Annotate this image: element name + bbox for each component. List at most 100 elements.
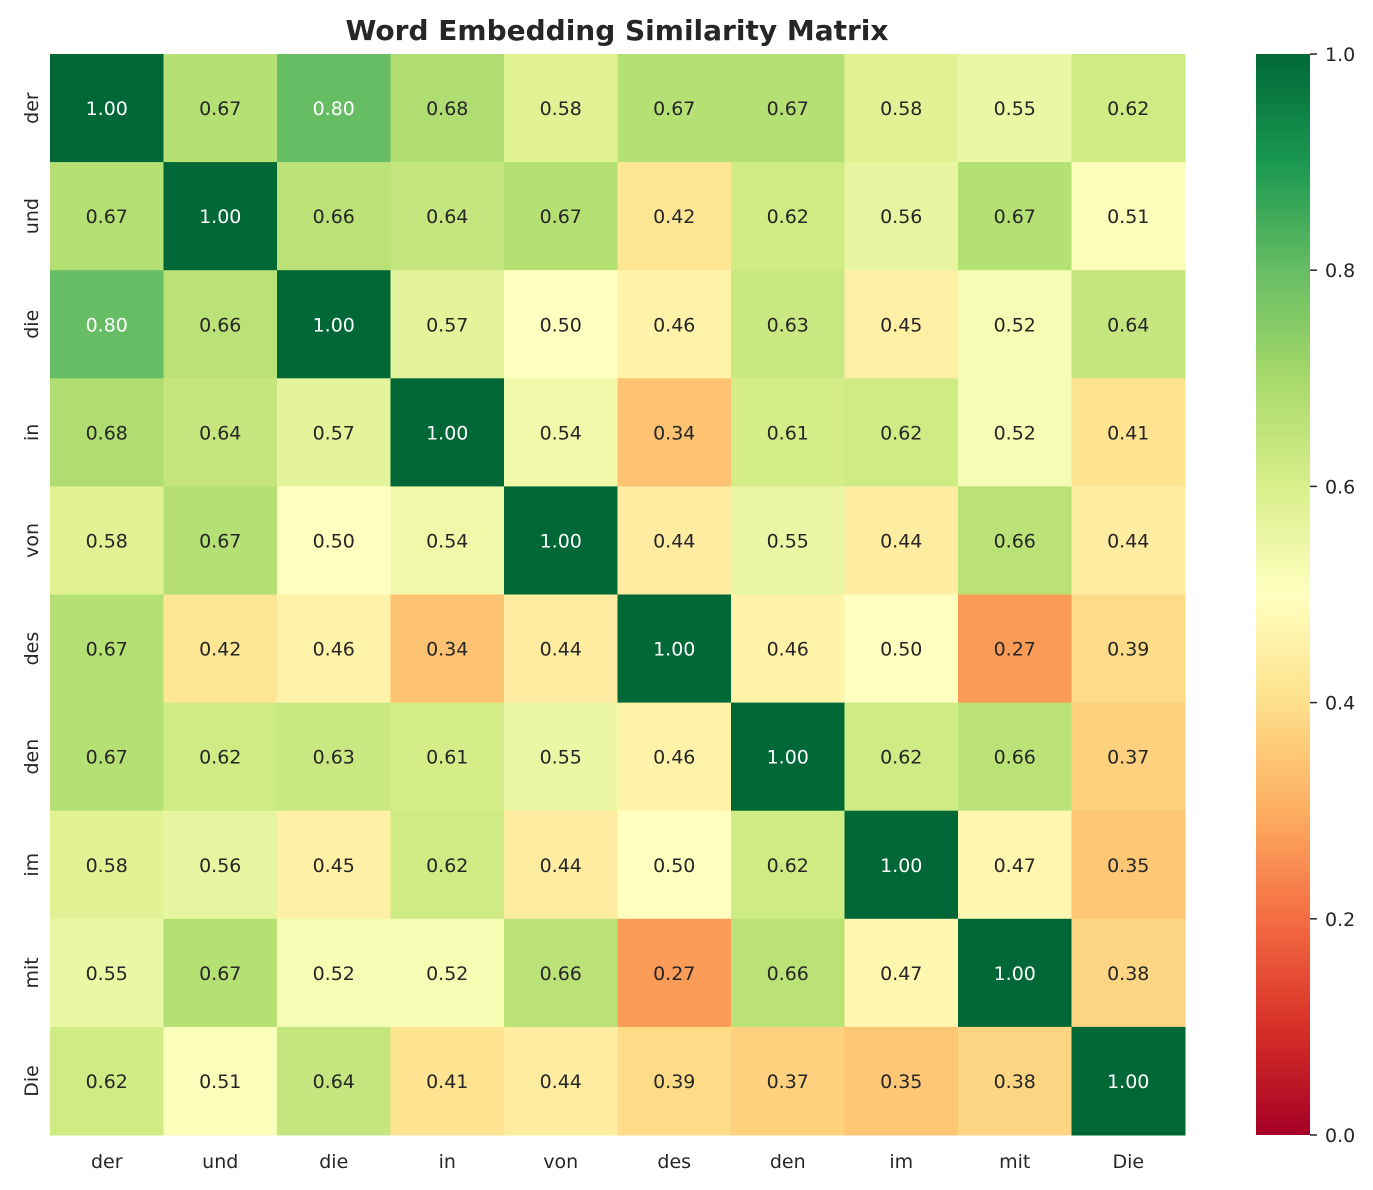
x-tick-label: den	[770, 1151, 806, 1173]
colorbar	[1256, 54, 1310, 1135]
cell-annotation: 0.61	[426, 747, 468, 769]
heatmap-cell	[617, 162, 732, 271]
heatmap-cell	[390, 702, 505, 812]
cell-annotation: 0.39	[653, 1071, 695, 1093]
cell-annotation: 1.00	[1107, 1071, 1149, 1093]
cell-annotation: 1.00	[767, 747, 809, 769]
heatmap-cell	[617, 702, 732, 812]
heatmap-cell	[958, 54, 1072, 163]
cell-annotation: 0.34	[426, 639, 468, 661]
cell-annotation: 0.44	[653, 530, 695, 552]
x-tick-labels: der und die in von des den im mit Die	[91, 1151, 1144, 1173]
cell-annotation: 0.46	[653, 747, 695, 769]
heatmap-cell	[844, 702, 959, 812]
cell-annotation: 1.00	[199, 206, 241, 228]
heatmap-cell	[390, 270, 505, 379]
heatmap-cell	[958, 162, 1072, 271]
heatmap-cell	[390, 486, 505, 595]
heatmap-cell	[163, 486, 278, 595]
cell-annotation: 0.64	[1107, 314, 1149, 336]
cell-annotation: 0.47	[880, 963, 922, 985]
cell-annotation: 0.52	[313, 963, 355, 985]
cell-annotation: 0.39	[1107, 639, 1149, 661]
heatmap-cell	[163, 918, 278, 1028]
x-tick-label: von	[543, 1151, 578, 1173]
cell-annotation: 0.35	[1107, 855, 1149, 877]
cell-annotation: 0.50	[313, 530, 355, 552]
cell-annotation: 1.00	[653, 639, 695, 661]
heatmap-cell	[731, 54, 845, 163]
cell-annotation: 0.68	[86, 422, 128, 444]
heatmap-cell	[617, 810, 732, 920]
cell-annotation: 0.63	[313, 747, 355, 769]
colorbar-tick-label: 0.2	[1325, 909, 1355, 931]
heatmap-cell	[617, 378, 732, 487]
cell-annotation: 0.35	[880, 1071, 922, 1093]
heatmap-cell	[163, 702, 278, 812]
heatmap-cell	[163, 162, 278, 271]
x-tick-label: mit	[999, 1151, 1030, 1173]
heatmap-cell	[958, 810, 1072, 920]
heatmap-cell	[504, 702, 618, 812]
cell-annotation: 0.58	[86, 855, 128, 877]
heatmap-cell	[277, 486, 391, 595]
cell-annotation: 0.67	[199, 98, 241, 120]
cell-annotation: 0.67	[86, 747, 128, 769]
heatmap-cell	[277, 378, 391, 487]
heatmap-cell	[50, 486, 164, 595]
cell-annotation: 0.52	[426, 963, 468, 985]
cell-annotation: 0.62	[199, 747, 241, 769]
heatmap-cell	[731, 486, 845, 595]
cell-annotation: 0.38	[1107, 963, 1149, 985]
cell-annotation: 0.46	[313, 639, 355, 661]
heatmap-cell	[163, 270, 278, 379]
x-tick-label: in	[439, 1151, 456, 1173]
heatmap-cell	[844, 594, 959, 704]
x-tick-label: des	[657, 1151, 691, 1173]
cell-annotation: 0.57	[426, 314, 468, 336]
heatmap-cell	[390, 918, 505, 1028]
cell-annotation: 0.62	[426, 855, 468, 877]
heatmap-cell	[277, 162, 391, 271]
cell-annotation: 0.45	[880, 314, 922, 336]
heatmap-cell	[1071, 270, 1186, 379]
heatmap-cell	[50, 918, 164, 1028]
heatmap-cell	[617, 270, 732, 379]
cell-annotation: 0.66	[313, 206, 355, 228]
cell-annotation: 0.44	[540, 855, 582, 877]
cell-annotation: 0.37	[767, 1071, 809, 1093]
heatmap-cell	[50, 54, 164, 163]
y-tick-label: im	[21, 853, 43, 877]
heatmap-cell	[163, 594, 278, 704]
cell-annotation: 0.68	[426, 98, 468, 120]
heatmap-cell	[731, 810, 845, 920]
cell-annotation: 0.27	[994, 639, 1036, 661]
x-tick-label: im	[889, 1151, 913, 1173]
heatmap-cell	[277, 54, 391, 163]
heatmap-cell	[504, 594, 618, 704]
heatmap-cell	[50, 378, 164, 487]
cell-annotation: 0.51	[1107, 206, 1149, 228]
heatmap-cell	[390, 594, 505, 704]
cell-annotation: 0.45	[313, 855, 355, 877]
cell-annotation: 0.67	[767, 98, 809, 120]
y-tick-label: in	[21, 424, 43, 441]
cell-annotation: 0.55	[767, 530, 809, 552]
cell-annotation: 0.67	[199, 963, 241, 985]
cell-annotation: 0.50	[880, 639, 922, 661]
y-tick-label: der	[21, 92, 43, 124]
x-tick-label: und	[202, 1151, 238, 1173]
cell-annotation: 0.44	[1107, 530, 1149, 552]
heatmap-cell	[277, 918, 391, 1028]
cell-annotation: 0.67	[86, 206, 128, 228]
cell-annotation: 0.52	[994, 422, 1036, 444]
heatmap-cell	[504, 54, 618, 163]
heatmap-cell	[504, 162, 618, 271]
heatmap-cell	[1071, 594, 1186, 704]
heatmap-cell	[958, 270, 1072, 379]
heatmap-cell	[163, 378, 278, 487]
heatmap-cell	[163, 810, 278, 920]
heatmap-cell	[1071, 702, 1186, 812]
heatmap-cell	[504, 378, 618, 487]
heatmap-cell	[844, 918, 959, 1028]
